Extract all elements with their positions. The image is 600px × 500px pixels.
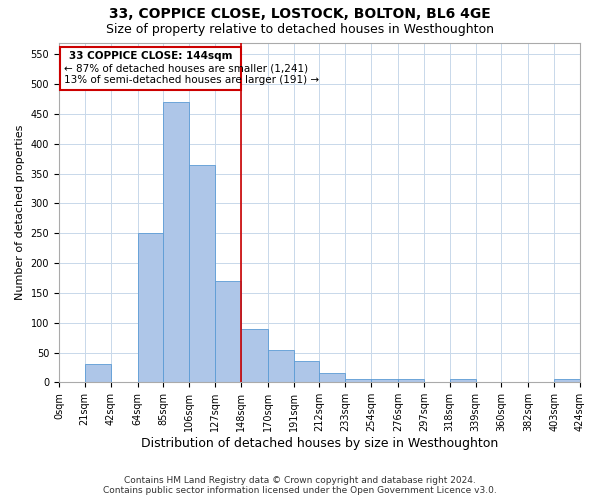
Bar — [371, 380, 398, 382]
Text: 33, COPPICE CLOSE, LOSTOCK, BOLTON, BL6 4GE: 33, COPPICE CLOSE, LOSTOCK, BOLTON, BL6 … — [109, 8, 491, 22]
Bar — [60, 46, 241, 90]
Bar — [319, 374, 345, 382]
Bar — [241, 328, 268, 382]
Text: Size of property relative to detached houses in Westhoughton: Size of property relative to detached ho… — [106, 22, 494, 36]
Text: ← 87% of detached houses are smaller (1,241): ← 87% of detached houses are smaller (1,… — [64, 64, 308, 74]
Bar — [345, 380, 371, 382]
Bar — [268, 350, 293, 382]
Bar — [398, 380, 424, 382]
Text: 33 COPPICE CLOSE: 144sqm: 33 COPPICE CLOSE: 144sqm — [69, 52, 232, 62]
Bar — [189, 164, 215, 382]
Text: 13% of semi-detached houses are larger (191) →: 13% of semi-detached houses are larger (… — [64, 76, 319, 86]
Bar — [137, 234, 163, 382]
Y-axis label: Number of detached properties: Number of detached properties — [15, 124, 25, 300]
Bar — [554, 380, 580, 382]
Bar — [293, 362, 319, 382]
Bar — [163, 102, 189, 382]
Bar — [85, 364, 110, 382]
Text: Contains HM Land Registry data © Crown copyright and database right 2024.
Contai: Contains HM Land Registry data © Crown c… — [103, 476, 497, 495]
X-axis label: Distribution of detached houses by size in Westhoughton: Distribution of detached houses by size … — [141, 437, 498, 450]
Bar — [450, 380, 476, 382]
Bar — [215, 281, 241, 382]
